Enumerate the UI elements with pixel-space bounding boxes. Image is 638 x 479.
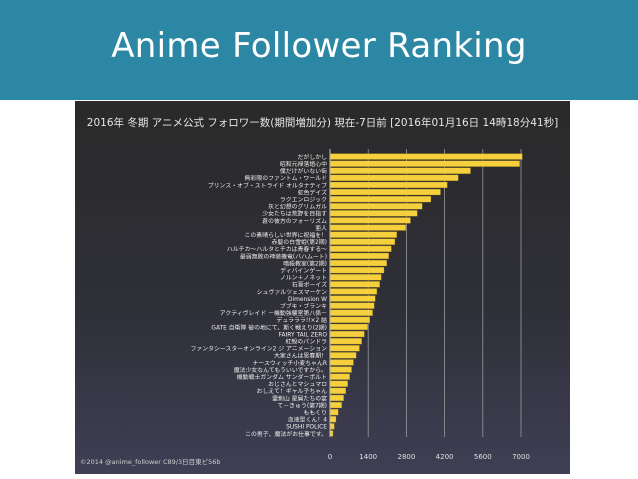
bar: [329, 217, 411, 224]
chart-panel: 2016年 冬期 アニメ公式 フォロワー数(期間増加分) 現在-7日前 [201…: [75, 101, 570, 474]
category-label: 石膏ボーイズ: [292, 281, 327, 289]
category-label: デュラララ!!×2 結: [276, 316, 327, 324]
category-label: て－きゅう(第7期): [277, 401, 327, 409]
bar: [329, 401, 342, 409]
bar: [329, 416, 337, 423]
category-label: ラクエンロジック: [280, 196, 327, 203]
category-label: 無彩限のファントム・ワールド: [245, 174, 328, 182]
category-label: Dimension W: [288, 297, 327, 303]
bar: [329, 288, 378, 295]
category-label: アクティヴレイド －機動強襲室第八係－: [220, 309, 327, 317]
x-tick-label: 4200: [436, 453, 454, 461]
category-label: おじさんとマシュマロ: [268, 381, 327, 388]
category-label: ももくり: [303, 409, 327, 416]
bar: [329, 181, 448, 189]
category-label: GATE 自衛隊 彼の地にて、斯く戦えり(2期): [211, 323, 327, 331]
chart-title: 2016年 冬期 アニメ公式 フォロワー数(期間増加分) 現在-7日前 [201…: [86, 117, 559, 129]
category-label: この素晴らしい世界に祝福を！: [245, 231, 327, 239]
x-tick-label: 0: [328, 453, 332, 461]
category-label: 大家さんは思春期！: [274, 352, 327, 360]
category-label: 最弱無敗の神装機竜(バハムート): [240, 252, 327, 260]
bar: [329, 302, 375, 309]
x-tick-label: 5600: [474, 453, 492, 461]
category-label: 霊剣山 星屑たちの宴: [272, 394, 327, 402]
category-label: 少女たちは荒野を目指す: [262, 210, 327, 218]
category-label: この男子、魔法がお仕事です。: [245, 430, 327, 438]
bar: [329, 210, 418, 217]
category-label: ファンタシースターオンライン2 ジ アニメーション: [190, 345, 327, 353]
bar: [329, 174, 459, 181]
category-label: FAIRY TAIL ZERO: [279, 332, 328, 338]
bar: [329, 160, 520, 167]
category-label: 魔法少女なんてもういいですから。: [234, 366, 327, 374]
bar: [329, 373, 350, 380]
category-label: ディバインゲート: [280, 266, 327, 274]
bar: [329, 196, 432, 203]
category-label: ブブキ・ブランキ: [280, 302, 327, 310]
category-label: おしえて！ギャル子ちゃん: [257, 388, 328, 395]
bar: [329, 359, 354, 366]
bar: [329, 231, 397, 238]
bar: [329, 387, 346, 394]
bar: [329, 330, 365, 338]
bar: [329, 224, 407, 231]
bar: [329, 153, 523, 160]
bar: [329, 167, 471, 174]
category-label: ハルチカ～ハルタとチカは青春する～: [227, 245, 327, 253]
bar: [329, 423, 335, 430]
category-label: だがしかし: [298, 153, 328, 161]
bar: [329, 323, 368, 331]
bar: [329, 245, 392, 252]
bar: [329, 188, 441, 196]
category-label: 蒼の彼方のフォーリズム: [262, 217, 327, 225]
bar: [329, 309, 373, 316]
bar: [329, 203, 423, 210]
bar: [329, 409, 339, 416]
category-label: 昭和元禄落語心中: [280, 160, 327, 168]
category-label: プリンス・オブ・ストライド オルタナティブ: [208, 181, 327, 189]
category-label: 血液型くん！4: [288, 416, 327, 424]
bar-chart: だがしかし昭和元禄落語心中僕だけがいない街無彩限のファントム・ワールドプリンス・…: [190, 149, 530, 461]
bar: [329, 380, 348, 387]
x-tick-label: 1400: [359, 453, 377, 461]
bar: [329, 366, 352, 373]
credit-text: ©2014 @anime_follower C89/3日目東ピ56b: [80, 458, 221, 466]
category-label: 赤髪の白雪姫(第2期): [272, 238, 327, 246]
slide-header: [0, 0, 638, 100]
bar: [329, 252, 389, 260]
bar: [329, 338, 362, 345]
bar: [329, 281, 380, 288]
category-label: 暗殺教室(第2期): [283, 259, 327, 267]
x-tick-label: 2800: [397, 453, 415, 461]
category-label: 虹色デイズ: [298, 188, 327, 196]
bar: [329, 238, 396, 245]
category-label: 僕だけがいない街: [280, 167, 327, 175]
category-label: SUSHI POLICE: [286, 425, 327, 431]
bar: [329, 352, 357, 359]
bar: [329, 295, 376, 302]
x-tick-label: 7000: [512, 453, 530, 461]
category-label: ノルン＋ノネット: [280, 275, 327, 282]
bar: [329, 394, 344, 402]
category-label: 機動戦士ガンダム サンダーボルト: [237, 373, 327, 381]
bar: [329, 345, 360, 352]
category-label: 紅殻のパンドラ: [285, 337, 327, 345]
slide-title: Anime Follower Ranking: [111, 26, 527, 66]
category-label: ナースウィッチ小麦ちゃんR: [253, 359, 328, 367]
bar: [329, 259, 387, 267]
category-label: 灰と幻想のグリムガル: [268, 203, 327, 211]
bar: [329, 316, 370, 323]
category-label: シュヴァルツェスマーケン: [257, 288, 327, 296]
category-label: 亜人: [315, 225, 327, 232]
bar: [329, 267, 385, 274]
bar: [329, 274, 382, 281]
